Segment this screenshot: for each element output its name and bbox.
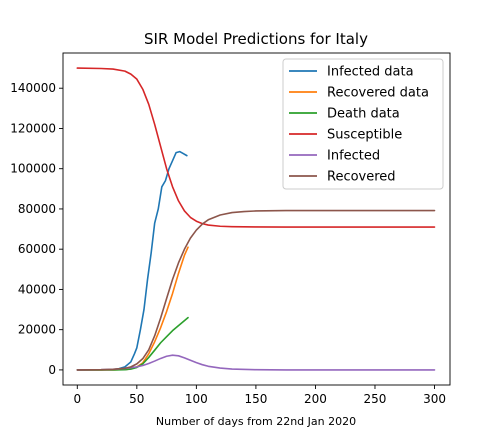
x-tick-label: 50 [129,392,144,406]
x-tick-label: 250 [364,392,387,406]
x-axis-title: Number of days from 22nd Jan 2020 [156,415,356,428]
legend: Infected data Recovered data Death data Sus… [282,58,444,190]
legend-entry-2: Death data [327,107,400,122]
x-axis: 0 50 100 150 200 250 300 [73,385,446,406]
y-tick-label: 80000 [18,202,56,216]
legend-entry-1: Recovered data [327,86,429,101]
series-line-2 [76,316,189,371]
y-tick-label: 60000 [18,242,56,256]
legend-entry-0: Infected data [327,65,414,80]
y-tick-label: 140000 [10,81,56,95]
plot-frame [62,52,451,386]
chart-title: SIR Model Predictions for Italy [144,30,368,48]
series-line-5 [76,209,436,371]
x-tick-label: 0 [73,392,81,406]
y-tick-label: 0 [48,363,56,377]
series-line-3 [76,67,436,228]
y-tick-label: 20000 [18,323,56,337]
legend-entry-3: Susceptible [327,128,402,143]
series-line-4 [76,354,436,371]
legend-box [282,58,444,190]
x-tick-label: 300 [423,392,446,406]
series-lines [76,67,436,371]
x-tick-label: 150 [244,392,267,406]
plot-area [62,52,451,386]
y-tick-label: 120000 [10,121,56,135]
y-axis: 0 20000 40000 60000 80000 100000 120000 140000 [10,81,63,377]
x-tick-label: 200 [304,392,327,406]
x-tick-label: 100 [185,392,208,406]
y-tick-label: 100000 [10,162,56,176]
y-tick-label: 40000 [18,282,56,296]
legend-entry-5: Recovered [327,170,396,185]
legend-entry-4: Infected [327,149,380,164]
